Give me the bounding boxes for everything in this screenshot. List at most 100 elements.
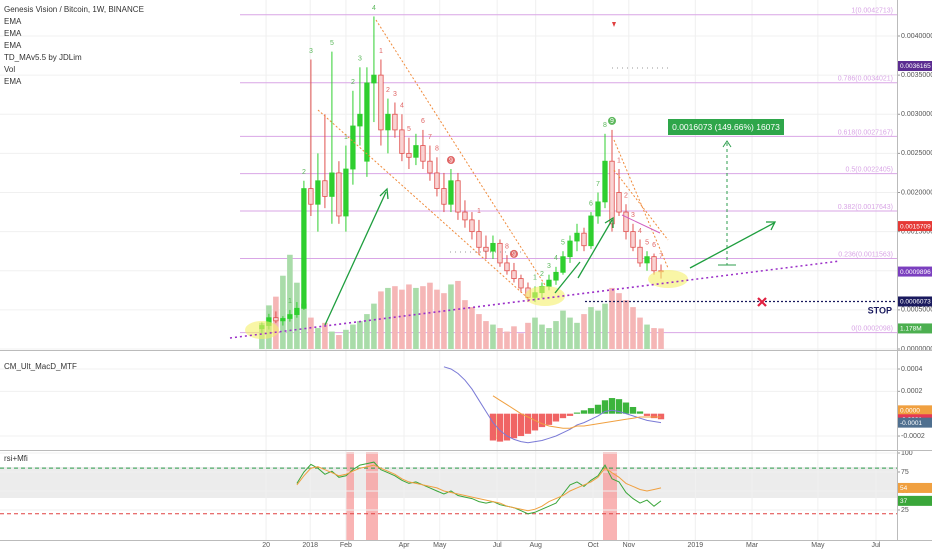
macd-bar [629, 406, 637, 414]
td-count: 5 [561, 240, 565, 247]
candle-body [280, 318, 286, 322]
rsi-tag-bg [898, 495, 932, 506]
macd-bar [580, 410, 588, 414]
candle-body [581, 232, 587, 247]
candle-body [651, 256, 657, 272]
volume-bar [371, 303, 377, 349]
rsi-highlight [346, 452, 354, 540]
macd-tag-bg [898, 417, 932, 428]
y-tick-label: 0.0040000 [901, 33, 932, 40]
macd-tag-bg [898, 405, 932, 416]
candle-body [385, 113, 391, 131]
candle-body [546, 279, 552, 287]
highlight-ellipse [525, 286, 565, 306]
volume-bar [413, 287, 419, 349]
candle-body [455, 180, 461, 213]
macd-bar [608, 398, 616, 414]
x-tick-label: Nov [623, 542, 636, 549]
volume-bar [539, 324, 545, 349]
volume-bar [434, 289, 440, 349]
candle-body [322, 180, 328, 197]
macd-bar [601, 400, 609, 414]
volume-bar [616, 293, 622, 349]
candle-body [497, 242, 503, 264]
macd-bar [552, 413, 560, 422]
volume-bar [455, 280, 461, 349]
td-count: 8 [505, 243, 509, 250]
volume-bar [343, 329, 349, 349]
chart-title: Genesis Vision / Bitcoin, 1W, BINANCE [4, 5, 144, 14]
candle-body [644, 256, 650, 264]
candle-body [448, 180, 454, 205]
candle-body [511, 270, 517, 279]
candle-body [483, 246, 489, 252]
volume-bar [448, 284, 454, 349]
candle-body [420, 145, 426, 162]
volume-bar [385, 287, 391, 349]
macd-bar [531, 413, 539, 431]
td-count: 3 [358, 56, 362, 63]
y-tick-label: 0.0005000 [901, 307, 932, 314]
price-tag-bg [898, 296, 932, 307]
volume-bar [574, 322, 580, 349]
td-count: 1 [344, 134, 348, 141]
volume-bar [504, 331, 510, 349]
volume-bar [301, 303, 307, 349]
channel-line [375, 19, 546, 286]
price-tag: 0.0006073 [900, 299, 931, 306]
candle-body [315, 180, 321, 205]
volume-bar [441, 293, 447, 349]
candle-body [616, 192, 622, 213]
signal-marker [612, 22, 616, 27]
td-count: 1 [477, 208, 481, 215]
macd-bar [587, 408, 595, 414]
y-tick-label: 0.0030000 [901, 111, 932, 118]
candle-body [637, 246, 643, 264]
ema-line [621, 214, 661, 234]
y-tick-label: 0.0000000 [901, 346, 932, 353]
candle-body [343, 168, 349, 217]
y-tick-label: 0.0004 [901, 366, 923, 373]
td-count: 2 [351, 79, 355, 86]
x-tick-label: Oct [588, 542, 599, 549]
y-tick-label: 100 [901, 450, 913, 457]
volume-bar [623, 300, 629, 349]
macd-bar [622, 402, 630, 414]
volume-bar [525, 322, 531, 349]
candle-body [287, 314, 293, 319]
candle-body [504, 262, 510, 272]
macd-bar [489, 413, 497, 441]
macd-bar [615, 399, 623, 414]
volume-bar [658, 328, 664, 349]
td-count: 3 [309, 48, 313, 55]
x-tick-label: Apr [399, 542, 411, 549]
candle-body [399, 129, 405, 154]
candle-body [392, 113, 398, 131]
volume-bar [511, 326, 517, 349]
candle-body [371, 74, 377, 84]
volume-bar [308, 317, 314, 349]
td-count: 2 [540, 271, 544, 278]
x-tick-label: Jul [872, 542, 881, 549]
volume-bar [560, 310, 566, 349]
td-count: 9 [449, 157, 453, 164]
candle-body [329, 172, 335, 197]
x-tick-label: Feb [340, 542, 352, 549]
candle-body [588, 215, 594, 247]
volume-bar [378, 291, 384, 349]
macd-bar [524, 413, 532, 434]
y-tick-label: 0.0025000 [901, 150, 932, 157]
candle-body [441, 188, 447, 205]
volume-bar [588, 307, 594, 349]
macd-bar [559, 413, 567, 419]
td-count: 7 [596, 181, 600, 188]
volume-bar [581, 314, 587, 349]
x-tick-label: May [811, 542, 825, 549]
volume-bar [497, 328, 503, 349]
candle-body [364, 82, 370, 162]
macd-bar [657, 413, 665, 420]
rsi-tag: 54 [900, 485, 908, 492]
x-tick-label: Mar [746, 542, 759, 549]
macd-bar [517, 413, 525, 437]
